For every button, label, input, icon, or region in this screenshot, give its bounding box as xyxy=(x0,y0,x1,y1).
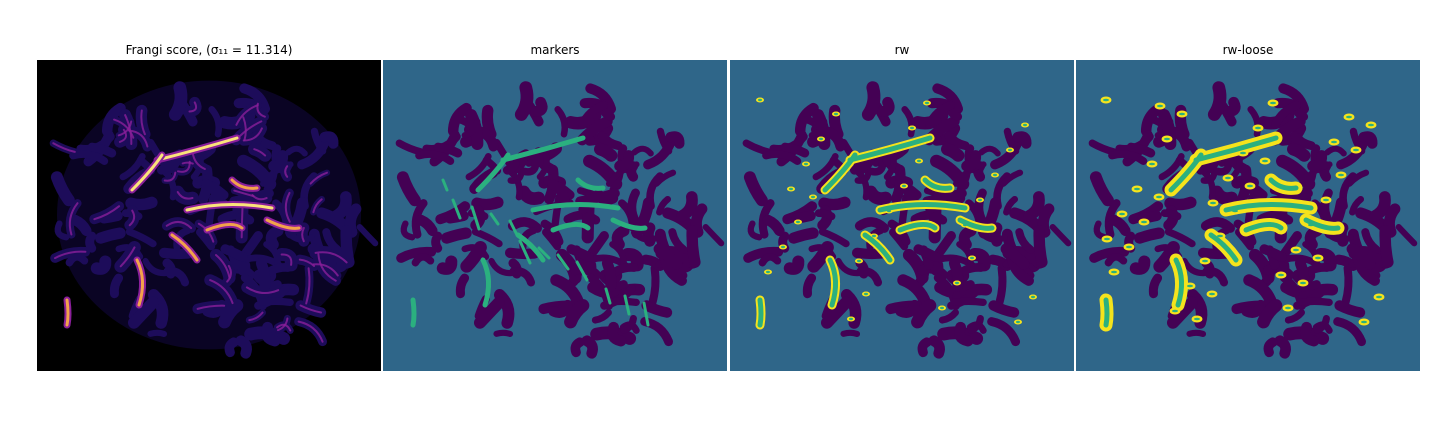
rw-loose-image xyxy=(1076,60,1420,371)
panel-title-rw: rw xyxy=(894,43,910,57)
markers-image xyxy=(383,60,727,371)
frangi-score-image xyxy=(37,60,381,371)
panel-title-rw-loose: rw-loose xyxy=(1222,43,1274,57)
panel-title-markers: markers xyxy=(530,43,580,57)
panel-title-frangi: Frangi score, (σ₁₁ = 11.314) xyxy=(125,43,293,57)
rw-image xyxy=(730,60,1074,371)
